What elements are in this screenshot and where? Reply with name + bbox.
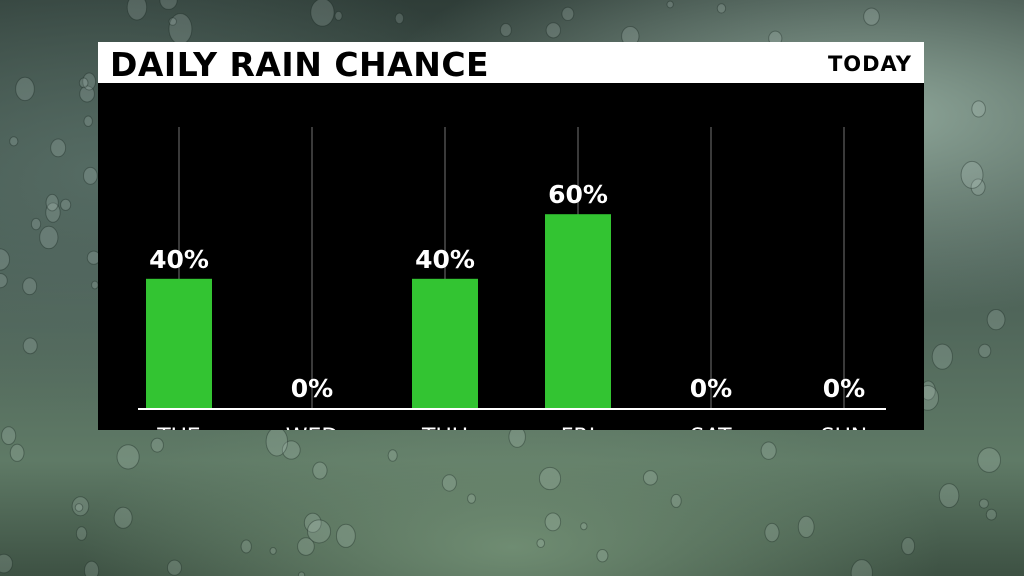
raindrop bbox=[536, 538, 546, 549]
raindrop bbox=[281, 440, 301, 460]
data-label-thu: 40% bbox=[415, 245, 475, 274]
x-tick-label-sat: SAT bbox=[690, 425, 732, 430]
raindrop bbox=[82, 72, 97, 91]
raindrop bbox=[74, 503, 84, 512]
raindrop bbox=[0, 272, 8, 289]
raindrop bbox=[538, 466, 562, 491]
raindrop bbox=[50, 138, 67, 158]
raindrop bbox=[78, 77, 89, 89]
raindrop bbox=[978, 343, 992, 359]
raindrop bbox=[30, 217, 42, 231]
raindrop bbox=[666, 0, 674, 9]
raindrop bbox=[60, 198, 72, 211]
raindrop bbox=[126, 0, 148, 21]
raindrop bbox=[71, 496, 90, 517]
raindrop bbox=[168, 17, 177, 26]
raindrop bbox=[580, 522, 588, 531]
bar-fri bbox=[545, 214, 611, 408]
raindrop bbox=[303, 512, 322, 533]
today-label: TODAY bbox=[827, 52, 912, 76]
raindrop bbox=[335, 523, 356, 548]
raindrop bbox=[0, 248, 11, 271]
raindrop bbox=[79, 85, 95, 103]
raindrop bbox=[306, 519, 332, 544]
raindrop bbox=[596, 549, 609, 563]
bar-tue bbox=[146, 278, 212, 408]
data-label-sat: 0% bbox=[690, 374, 732, 403]
data-label-tue: 40% bbox=[149, 245, 209, 274]
raindrop bbox=[971, 100, 986, 118]
raindrop bbox=[985, 508, 997, 521]
raindrop bbox=[467, 493, 476, 504]
x-tick-label-fri: FRI bbox=[561, 425, 595, 430]
data-label-wed: 0% bbox=[291, 374, 333, 403]
raindrop bbox=[45, 202, 61, 223]
raindrop bbox=[166, 559, 182, 576]
raindrop bbox=[850, 559, 873, 576]
raindrop bbox=[970, 178, 986, 196]
raindrop bbox=[334, 10, 343, 21]
x-tick-label-tue: TUE bbox=[156, 425, 200, 430]
title-bar: DAILY RAIN CHANCE TODAY bbox=[98, 42, 924, 84]
raindrop bbox=[312, 461, 328, 480]
x-tick-label-sun: SUN bbox=[821, 425, 868, 430]
raindrop bbox=[15, 76, 35, 102]
raindrop bbox=[764, 522, 780, 543]
raindrop bbox=[75, 526, 88, 541]
raindrop bbox=[387, 449, 398, 462]
raindrop bbox=[441, 474, 457, 492]
rain-chance-bar-chart: 40% 0% 40% 60% 0% 0% TUE WED THU FRI SAT SUN bbox=[138, 127, 886, 430]
raindrop bbox=[159, 0, 178, 10]
data-label-sun: 0% bbox=[823, 374, 865, 403]
raindrop bbox=[901, 536, 916, 556]
raindrop bbox=[83, 560, 100, 576]
raindrop bbox=[150, 437, 164, 453]
raindrop bbox=[9, 136, 19, 147]
raindrop bbox=[0, 553, 13, 574]
raindrop bbox=[545, 22, 561, 39]
bar-thu bbox=[412, 278, 478, 408]
raindrop bbox=[716, 3, 727, 14]
raindrop bbox=[797, 515, 815, 539]
raindrop bbox=[39, 225, 59, 250]
raindrop bbox=[642, 470, 658, 486]
raindrop bbox=[297, 537, 315, 556]
raindrop bbox=[83, 166, 98, 185]
raindrop bbox=[670, 493, 682, 508]
raindrop bbox=[1, 426, 17, 446]
raindrop bbox=[561, 6, 575, 22]
raindrop bbox=[978, 498, 989, 509]
raindrop bbox=[931, 343, 953, 370]
raindrop bbox=[265, 426, 289, 457]
raindrop bbox=[938, 483, 960, 508]
raindrop bbox=[45, 193, 59, 212]
raindrop bbox=[116, 444, 140, 470]
raindrop bbox=[986, 309, 1006, 331]
raindrop bbox=[394, 12, 405, 25]
raindrop bbox=[83, 115, 93, 128]
raindrop bbox=[240, 539, 252, 554]
raindrop bbox=[9, 443, 25, 462]
raindrop bbox=[310, 0, 335, 27]
raindrop bbox=[960, 160, 984, 189]
raindrop bbox=[760, 441, 777, 460]
raindrop bbox=[297, 571, 306, 576]
raindrop bbox=[113, 506, 133, 529]
chart-panel: DAILY RAIN CHANCE TODAY 40% 0% 40% 60% 0% 0% T… bbox=[98, 42, 924, 430]
raindrop bbox=[977, 447, 1002, 473]
raindrop bbox=[22, 277, 38, 296]
raindrop bbox=[22, 337, 38, 355]
data-label-fri: 60% bbox=[548, 180, 608, 209]
x-tick-label-thu: THU bbox=[421, 425, 468, 430]
raindrop bbox=[544, 512, 562, 532]
x-tick-label-wed: WED bbox=[286, 425, 339, 430]
raindrop bbox=[269, 546, 277, 555]
chart-title: DAILY RAIN CHANCE bbox=[110, 45, 490, 84]
raindrop bbox=[863, 7, 880, 26]
raindrop bbox=[499, 23, 512, 37]
